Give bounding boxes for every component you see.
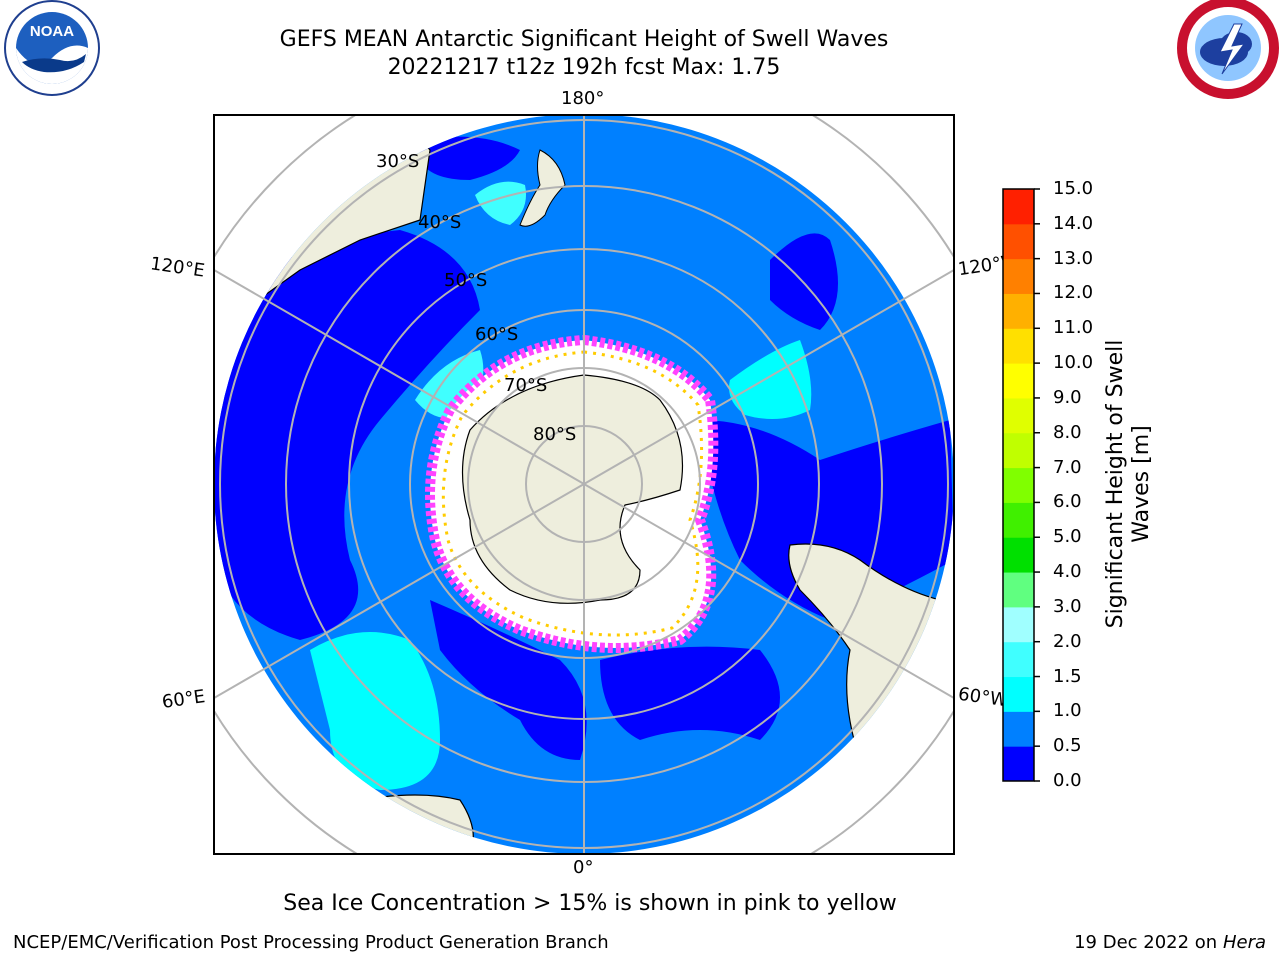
colorbar-tick-label: 11.0 bbox=[1053, 317, 1094, 339]
colorbar-swatch bbox=[1003, 711, 1034, 747]
lat-label-40s: 40°S bbox=[418, 212, 462, 233]
colorbar-swatch bbox=[1003, 363, 1034, 399]
colorbar-swatch bbox=[1003, 467, 1034, 503]
low-swell-region-east bbox=[700, 420, 954, 620]
nws-logo bbox=[1177, 0, 1279, 99]
colorbar-title: Significant Height of Swell Waves [m] bbox=[1103, 334, 1155, 634]
lat-label-80s: 80°S bbox=[533, 424, 577, 445]
high-swell-region-southwest bbox=[310, 632, 440, 790]
colorbar-swatch bbox=[1003, 502, 1034, 538]
colorbar-tick-label: 10.0 bbox=[1053, 352, 1094, 374]
colorbar-tick-label: 7.0 bbox=[1053, 456, 1082, 478]
high-swell-region-north bbox=[475, 181, 526, 225]
colorbar-swatch bbox=[1003, 606, 1034, 643]
colorbar-tick-label: 0.5 bbox=[1053, 735, 1082, 757]
lon-label-180: 180° bbox=[561, 88, 605, 109]
colorbar-tick-label: 0.0 bbox=[1053, 770, 1082, 791]
colorbar-tick-label: 14.0 bbox=[1053, 212, 1094, 234]
colorbar-tick-label: 9.0 bbox=[1053, 386, 1082, 408]
colorbar-swatch bbox=[1003, 328, 1034, 364]
colorbar-swatch bbox=[1003, 189, 1034, 225]
footer-machine: Hera bbox=[1222, 932, 1266, 953]
sea-ice-inner-band bbox=[441, 350, 704, 637]
colorbar-swatch bbox=[1003, 641, 1034, 678]
colorbar-swatch bbox=[1003, 397, 1034, 434]
colorbar-tick-label: 8.0 bbox=[1053, 421, 1082, 443]
colorbar-tick-label: 15.0 bbox=[1053, 178, 1094, 199]
noaa-logo: NOAA bbox=[4, 0, 100, 96]
map-frame bbox=[213, 114, 955, 855]
land-antarctica bbox=[461, 374, 683, 604]
plot-title: GEFS MEAN Antarctic Significant Height o… bbox=[234, 26, 934, 82]
colorbar-tick-label: 6.0 bbox=[1053, 491, 1082, 513]
colorbar-swatch bbox=[1003, 676, 1034, 712]
lon-label-0: 0° bbox=[573, 857, 594, 878]
colorbar bbox=[1002, 188, 1040, 782]
colorbar-tick-label: 13.0 bbox=[1053, 247, 1094, 269]
low-swell-region-west bbox=[214, 230, 480, 640]
colorbar-tick-label: 1.5 bbox=[1053, 665, 1082, 687]
noaa-logo-text: NOAA bbox=[30, 23, 74, 40]
colorbar-swatch bbox=[1003, 746, 1034, 782]
colorbar-swatch bbox=[1003, 258, 1034, 294]
land-madagascar bbox=[239, 763, 297, 811]
lat-label-70s: 70°S bbox=[504, 375, 548, 396]
longitude-gridlines bbox=[214, 115, 954, 854]
title-line-1: GEFS MEAN Antarctic Significant Height o… bbox=[279, 27, 889, 52]
colorbar-tick-label: 4.0 bbox=[1053, 561, 1082, 583]
colorbar-swatch bbox=[1003, 293, 1034, 329]
colorbar-tick-label: 3.0 bbox=[1053, 595, 1082, 617]
lat-label-50s: 50°S bbox=[444, 270, 488, 291]
sea-ice-note: Sea Ice Concentration > 15% is shown in … bbox=[283, 891, 897, 916]
colorbar-tick-label: 12.0 bbox=[1053, 282, 1094, 304]
colorbar-swatch bbox=[1003, 537, 1034, 573]
lat-label-60s: 60°S bbox=[475, 324, 519, 345]
colorbar-swatch bbox=[1003, 223, 1034, 260]
low-swell-region-southwest bbox=[430, 600, 587, 760]
colorbar-tick-label: 2.0 bbox=[1053, 630, 1082, 652]
colorbar-tick-label: 1.0 bbox=[1053, 700, 1082, 722]
high-swell-region-east bbox=[729, 340, 812, 419]
footer-date: 19 Dec 2022 on Hera bbox=[1074, 932, 1266, 954]
footer-credit: NCEP/EMC/Verification Post Processing Pr… bbox=[13, 932, 609, 953]
title-line-2: 20221217 t12z 192h fcst Max: 1.75 bbox=[387, 55, 781, 80]
footer-date-text: 19 Dec 2022 on bbox=[1074, 932, 1218, 953]
colorbar-title-line-1: Significant Height of Swell bbox=[1103, 339, 1128, 629]
colorbar-title-line-2: Waves [m] bbox=[1129, 425, 1154, 543]
colorbar-swatch bbox=[1003, 572, 1034, 608]
colorbar-tick-label: 5.0 bbox=[1053, 526, 1082, 548]
lat-label-30s: 30°S bbox=[376, 151, 420, 172]
colorbar-swatch bbox=[1003, 432, 1034, 469]
